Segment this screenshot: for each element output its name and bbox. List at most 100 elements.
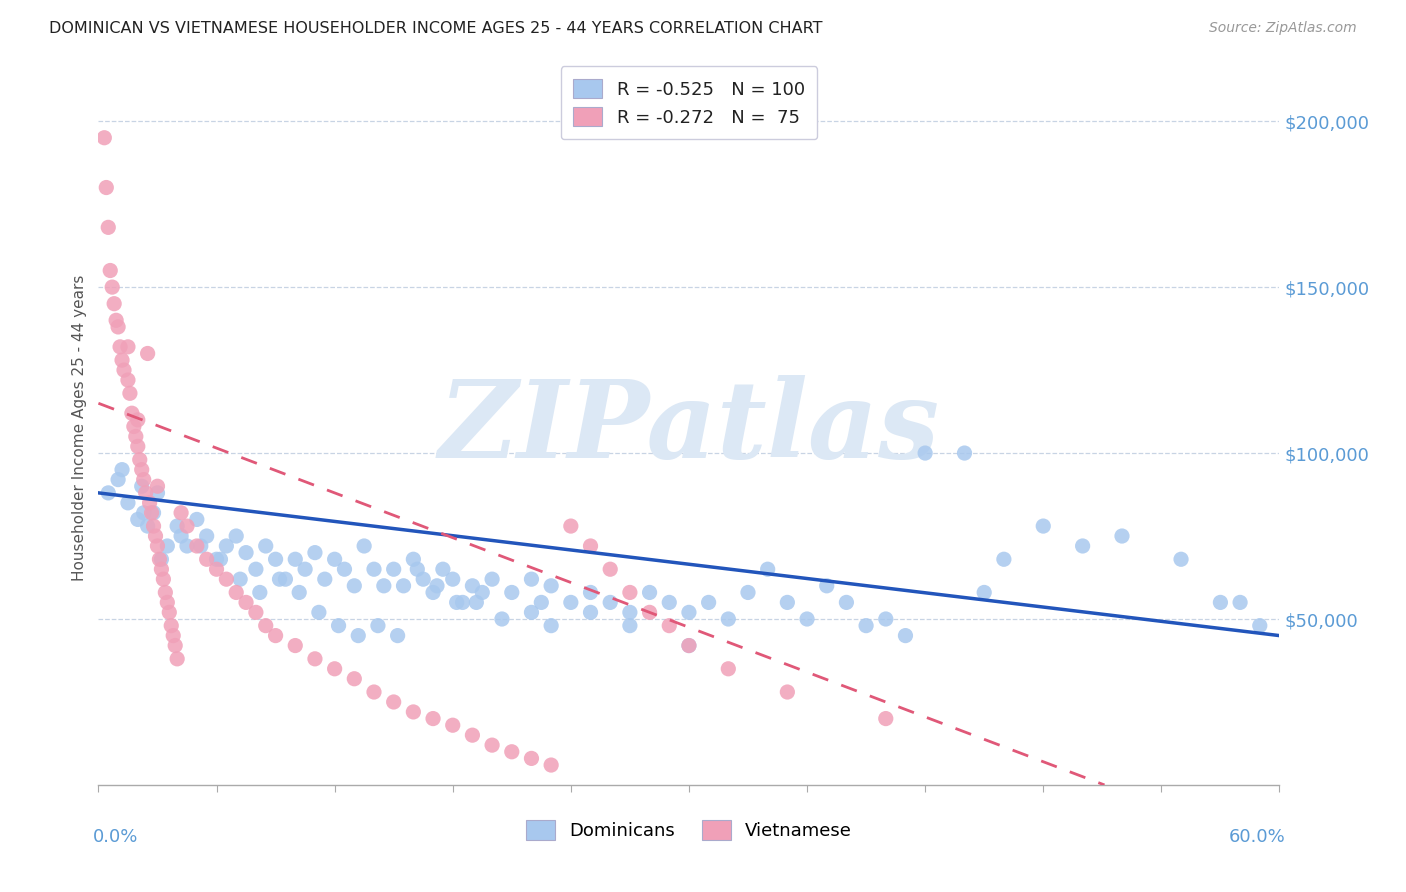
Point <box>451 595 474 609</box>
Point <box>953 446 976 460</box>
Point <box>875 712 897 726</box>
Point <box>579 585 602 599</box>
Point <box>294 562 316 576</box>
Point <box>387 629 409 643</box>
Point <box>245 562 267 576</box>
Point <box>658 618 681 632</box>
Point <box>288 585 311 599</box>
Point <box>186 539 208 553</box>
Point <box>894 629 917 643</box>
Point <box>441 718 464 732</box>
Point <box>599 595 621 609</box>
Point <box>1229 595 1251 609</box>
Point <box>363 562 385 576</box>
Point <box>209 552 232 566</box>
Point <box>166 519 188 533</box>
Point <box>304 546 326 560</box>
Point <box>402 552 425 566</box>
Point <box>1249 618 1271 632</box>
Point <box>284 639 307 653</box>
Point <box>638 585 661 599</box>
Point <box>314 572 336 586</box>
Point <box>166 652 188 666</box>
Point <box>195 529 218 543</box>
Point <box>215 539 238 553</box>
Point <box>215 572 238 586</box>
Point <box>162 629 184 643</box>
Point <box>152 572 174 586</box>
Point <box>93 130 115 145</box>
Point <box>269 572 291 586</box>
Point <box>1032 519 1054 533</box>
Point <box>343 672 366 686</box>
Point <box>146 539 169 553</box>
Point <box>1071 539 1094 553</box>
Point <box>776 685 799 699</box>
Y-axis label: Householder Income Ages 25 - 44 years: Householder Income Ages 25 - 44 years <box>72 275 87 582</box>
Point <box>136 346 159 360</box>
Point <box>560 595 582 609</box>
Point <box>132 506 155 520</box>
Point <box>501 745 523 759</box>
Point <box>112 363 135 377</box>
Point <box>973 585 995 599</box>
Point <box>697 595 720 609</box>
Point <box>165 639 187 653</box>
Point <box>471 585 494 599</box>
Point <box>1111 529 1133 543</box>
Point <box>131 463 153 477</box>
Point <box>993 552 1015 566</box>
Point <box>461 579 484 593</box>
Point <box>678 606 700 620</box>
Point <box>353 539 375 553</box>
Point <box>103 296 125 310</box>
Point <box>190 539 212 553</box>
Point <box>97 220 120 235</box>
Text: 0.0%: 0.0% <box>93 828 138 846</box>
Point <box>128 452 150 467</box>
Point <box>122 419 145 434</box>
Point <box>274 572 297 586</box>
Point <box>304 652 326 666</box>
Point <box>205 562 228 576</box>
Point <box>520 572 543 586</box>
Point <box>501 585 523 599</box>
Point <box>105 313 128 327</box>
Point <box>254 539 277 553</box>
Point <box>579 539 602 553</box>
Point <box>560 519 582 533</box>
Point <box>142 506 165 520</box>
Point <box>249 585 271 599</box>
Point <box>111 353 134 368</box>
Point <box>422 712 444 726</box>
Point <box>835 595 858 609</box>
Point <box>392 579 415 593</box>
Point <box>138 496 160 510</box>
Point <box>225 585 247 599</box>
Point <box>678 639 700 653</box>
Point <box>127 512 149 526</box>
Point <box>117 340 139 354</box>
Point <box>1209 595 1232 609</box>
Point <box>619 618 641 632</box>
Text: ZIPatlas: ZIPatlas <box>439 376 939 481</box>
Point <box>142 519 165 533</box>
Point <box>717 662 740 676</box>
Point <box>136 519 159 533</box>
Point <box>284 552 307 566</box>
Point <box>540 618 562 632</box>
Point <box>426 579 449 593</box>
Point <box>235 595 257 609</box>
Text: DOMINICAN VS VIETNAMESE HOUSEHOLDER INCOME AGES 25 - 44 YEARS CORRELATION CHART: DOMINICAN VS VIETNAMESE HOUSEHOLDER INCO… <box>49 21 823 36</box>
Point <box>402 705 425 719</box>
Point <box>756 562 779 576</box>
Text: 60.0%: 60.0% <box>1229 828 1285 846</box>
Point <box>118 386 141 401</box>
Point <box>254 618 277 632</box>
Point <box>540 758 562 772</box>
Point <box>121 406 143 420</box>
Point <box>264 552 287 566</box>
Point <box>176 539 198 553</box>
Point <box>540 579 562 593</box>
Point <box>170 529 193 543</box>
